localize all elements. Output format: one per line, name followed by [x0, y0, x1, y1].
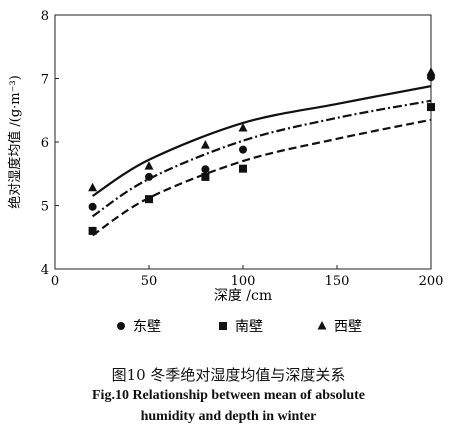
data-point-triangle [426, 67, 436, 76]
data-point-square [145, 195, 153, 204]
data-point-square [201, 172, 210, 181]
y-tick-label: 5 [41, 200, 49, 215]
y-axis-label: 绝对湿度均值 /(g·m⁻³) [7, 75, 23, 209]
legend-label: 南壁 [235, 319, 263, 335]
fit-curve-solid [92, 85, 432, 197]
plot-frame [54, 14, 432, 270]
fit-curves [91, 85, 432, 237]
axis-ticks: 0 50 100 150 200 4 5 6 7 8 [41, 9, 444, 289]
legend-marker-square [219, 322, 227, 330]
fit-curve-dash-dot [91, 99, 432, 218]
x-tick-label: 0 [51, 274, 59, 289]
data-point-triangle [238, 123, 248, 132]
data-point-square [427, 103, 435, 112]
figure-caption-chinese: 图10 冬季绝对湿度均值与深度关系 [111, 366, 346, 384]
chart: 0 50 100 150 200 4 5 6 7 8 深度 /cm 绝对湿度均值 /(g·m⁻³)… [7, 9, 444, 335]
data-point-circle [88, 202, 97, 211]
figure-caption-english-line2: humidity and depth in winter [140, 409, 317, 424]
fit-curve-dashed [91, 118, 432, 237]
legend-marker-circle [117, 322, 125, 330]
data-point-square [239, 164, 247, 173]
figure-caption-english-line1: Fig.10 Relationship between mean of abso… [92, 388, 365, 403]
x-tick-label: 50 [141, 274, 158, 289]
y-tick-label: 8 [41, 9, 49, 24]
y-tick-label: 7 [41, 73, 49, 88]
y-tick-label: 6 [41, 136, 49, 151]
x-axis-label: 深度 /cm [214, 288, 272, 304]
data-point-triangle [144, 161, 154, 170]
data-point-circle [239, 145, 247, 154]
legend-marker-triangle [317, 321, 327, 330]
y-tick-label: 4 [41, 263, 49, 278]
data-point-triangle [88, 182, 98, 192]
legend: 东壁 南壁 西壁 [117, 319, 362, 335]
data-point-triangle [200, 140, 210, 149]
data-point-circle [201, 165, 210, 174]
data-point-square [88, 226, 97, 235]
data-points [88, 67, 436, 235]
x-tick-label: 150 [325, 274, 350, 289]
data-point-circle [145, 172, 153, 181]
x-tick-label: 100 [231, 274, 256, 289]
x-tick-label: 200 [419, 274, 444, 289]
legend-label: 西壁 [334, 319, 362, 335]
legend-label: 东壁 [133, 319, 161, 335]
